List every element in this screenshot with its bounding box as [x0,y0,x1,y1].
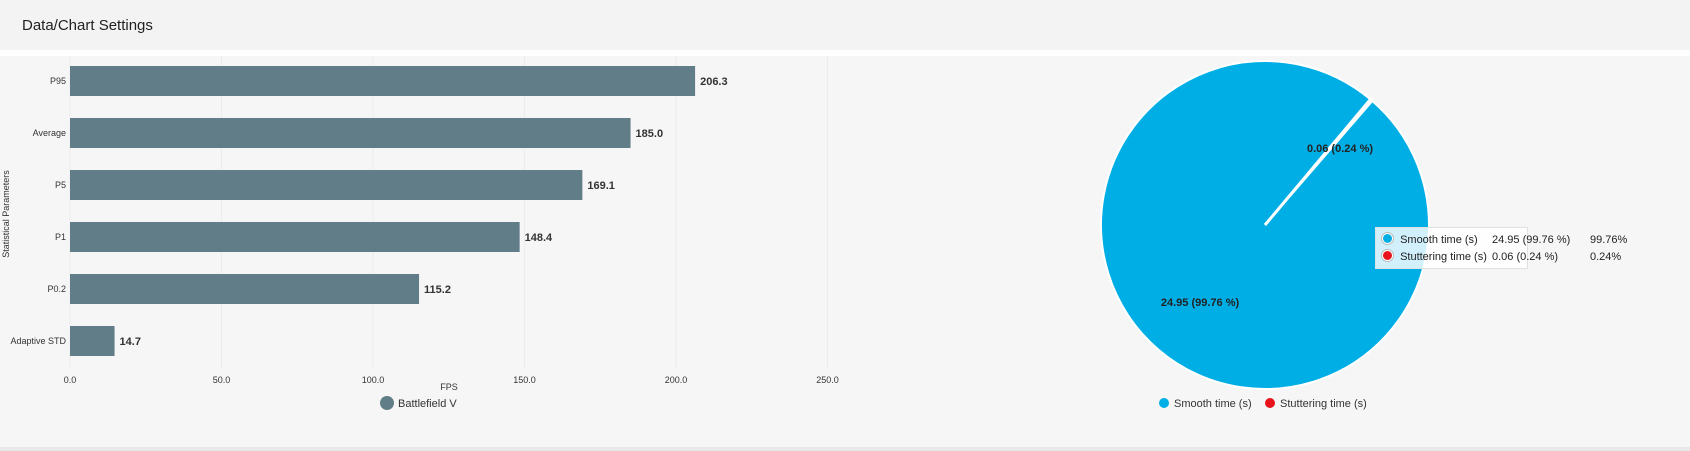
x-axis-label: FPS [440,382,458,392]
pie-tooltip: Smooth time (s) 24.95 (99.76 %) 99.76% S… [1375,227,1627,269]
y-tick-label: P95 [50,76,66,86]
tooltip-label: Stuttering time (s) [1400,251,1487,263]
y-tick-label: P1 [55,232,66,242]
x-tick-label: 0.0 [64,375,77,385]
bar-chart: 0.0 50.0 100.0 150.0 200.0 250.0 206.3 P95 185.0… [1,56,839,410]
y-tick-label: P5 [55,180,66,190]
bar-value-label: 148.4 [525,232,553,244]
tooltip-label: Smooth time (s) [1400,234,1478,246]
slice-label-stutter: 0.06 (0.24 %) [1307,143,1373,155]
stutter-legend-dot [1382,250,1393,261]
pie-slice-smooth[interactable] [1100,60,1430,390]
legend-label[interactable]: Stuttering time (s) [1280,398,1367,410]
settings-header[interactable]: Data/Chart Settings [0,0,1690,56]
x-tick-label: 200.0 [665,375,688,385]
x-tick-label: 50.0 [213,375,231,385]
y-axis-label: Statistical Parameters [1,170,11,258]
tooltip-percent: 0.24% [1590,251,1622,263]
y-tick-label: Average [33,128,66,138]
bottom-divider [0,447,1690,451]
bar-value-label: 14.7 [120,336,141,348]
y-tick-label: Adaptive STD [10,336,66,346]
bar[interactable] [70,326,115,356]
x-tick-label: 100.0 [362,375,385,385]
slice-separator [1263,96,1373,226]
pie-chart: 24.95 (99.76 %) 0.06 (0.24 %) Smooth time … [1100,60,1430,410]
x-tick-label: 150.0 [513,375,536,385]
tooltip-value: 24.95 (99.76 %) [1492,234,1571,246]
page-title: Data/Chart Settings [22,17,153,34]
bar[interactable] [70,222,520,252]
charts-area: 0.0 50.0 100.0 150.0 200.0 250.0 206.3 P95 185.0… [0,56,1690,448]
legend-label[interactable]: Smooth time (s) [1174,398,1252,410]
x-tick-label: 250.0 [816,375,839,385]
legend-marker[interactable] [1159,398,1169,408]
bar[interactable] [70,66,696,96]
bar-value-label: 115.2 [424,284,451,296]
legend-marker[interactable] [380,396,394,410]
y-tick-label: P0.2 [47,284,66,294]
tooltip-percent: 99.76% [1590,234,1628,246]
bar[interactable] [70,118,631,148]
smooth-legend-dot [1382,233,1393,244]
tooltip-row-stutter: Stuttering time (s) 0.06 (0.24 %) 0.24% [1382,249,1621,265]
tooltip-value: 0.06 (0.24 %) [1492,251,1559,263]
bar-value-label: 169.1 [587,180,615,192]
bar[interactable] [70,274,420,304]
bar-value-label: 206.3 [700,76,728,88]
tooltip-row-smooth: Smooth time (s) 24.95 (99.76 %) 99.76% [1382,232,1627,248]
bar[interactable] [70,170,583,200]
legend-marker[interactable] [1265,398,1275,408]
slice-label-smooth: 24.95 (99.76 %) [1161,297,1240,309]
bar-value-label: 185.0 [636,128,664,140]
legend-label[interactable]: Battlefield V [398,398,457,410]
